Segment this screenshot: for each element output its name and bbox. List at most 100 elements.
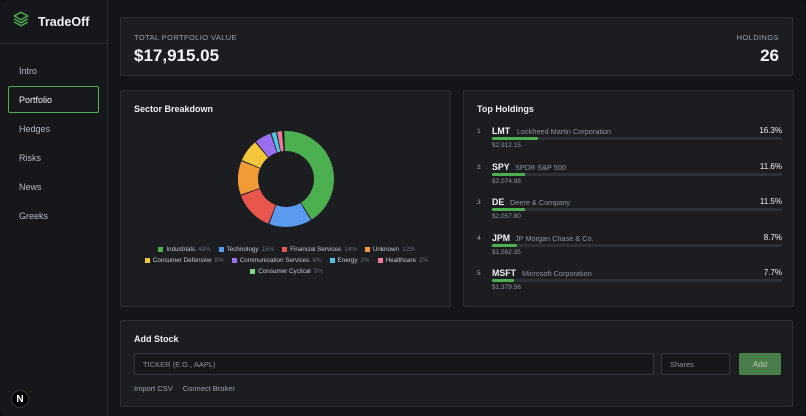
holding-name: Microsoft Corporation	[522, 269, 592, 278]
holding-name: SPDR S&P 500	[515, 162, 566, 172]
donut-slice-financial-services[interactable]	[241, 188, 276, 224]
holding-ticker: SPY	[492, 161, 510, 172]
sidebar-item-portfolio[interactable]: Portfolio	[8, 86, 99, 113]
total-value: $17,915.05	[134, 46, 220, 65]
sector-donut-chart[interactable]	[236, 129, 336, 229]
legend-pct: 6%	[312, 257, 322, 264]
holding-row[interactable]: 3 DE Deere & Company 11.5% $2,057.80	[477, 197, 782, 233]
legend-swatch	[377, 258, 383, 263]
donut-slice-energy[interactable]	[271, 132, 281, 153]
sector-breakdown-title: Sector Breakdown	[134, 104, 214, 114]
holding-weight-bar	[492, 172, 782, 176]
donut-slice-healthcare[interactable]	[277, 131, 284, 152]
legend-item-technology[interactable]: Technology 15%	[218, 246, 275, 253]
holding-weight-fill	[492, 172, 526, 176]
holding-rank: 2	[477, 163, 481, 171]
legend-pct: 12%	[402, 246, 415, 253]
legend-pct: 15%	[261, 246, 275, 253]
legend-swatch	[218, 247, 224, 252]
legend-item-industrials[interactable]: Industrials 43%	[158, 246, 211, 253]
sidebar-item-intro[interactable]: Intro	[19, 65, 38, 76]
add-stock-title: Add Stock	[134, 334, 179, 344]
import-links: Import CSV Connect Broker	[134, 384, 235, 393]
holding-weight: 11.5%	[759, 197, 782, 206]
legend-swatch	[158, 247, 164, 252]
holding-rank: 1	[477, 128, 481, 135]
legend-item-energy[interactable]: Energy 2%	[329, 257, 370, 264]
donut-slice-technology[interactable]	[269, 203, 311, 227]
sidebar-item-risks[interactable]: Risks	[19, 152, 41, 163]
n-logo-badge[interactable]: N	[11, 390, 29, 408]
holding-value: $1,379.58	[492, 284, 521, 291]
holding-weight: 7.7%	[763, 268, 782, 277]
legend-label: Financial Services	[290, 246, 342, 253]
import-csv-link[interactable]: Import CSV	[134, 384, 173, 393]
portfolio-summary-panel: TOTAL PORTFOLIO VALUE $17,915.05 HOLDING…	[120, 17, 793, 76]
holding-row[interactable]: 4 JPM JP Morgan Chase & Co. 8.7% $1,562.…	[477, 233, 782, 269]
holding-value: $2,057.80	[492, 213, 521, 220]
holding-weight-fill	[492, 208, 525, 211]
holding-weight-fill	[492, 279, 514, 282]
connect-broker-link[interactable]: Connect Broker	[182, 384, 235, 393]
donut-slice-communication-services[interactable]	[255, 133, 277, 158]
holding-weight: 11.6%	[759, 161, 782, 171]
legend-swatch	[144, 258, 150, 263]
holding-row[interactable]: 5 MSFT Microsoft Corporation 7.7% $1,379…	[477, 268, 782, 304]
sidebar-nav: Intro Portfolio Hedges Risks News Greeks	[8, 57, 99, 231]
legend-swatch	[364, 247, 370, 252]
sidebar-item-news[interactable]: News	[19, 181, 42, 192]
legend-label: Technology	[226, 246, 259, 253]
holding-weight-fill	[492, 137, 539, 140]
sidebar-item-greeks[interactable]: Greeks	[19, 210, 49, 221]
donut-slice-consumer-defensive[interactable]	[241, 142, 268, 168]
holding-weight-bar	[492, 279, 782, 282]
holding-ticker: LMT	[492, 126, 511, 136]
top-holdings-title: Top Holdings	[477, 104, 534, 114]
sidebar-item-hedges[interactable]: Hedges	[19, 123, 51, 134]
holding-weight: 8.7%	[763, 232, 782, 242]
legend-label: Consumer Defensive	[152, 257, 212, 264]
add-stock-panel: Add Stock Add Import CSV Connect Broker	[120, 320, 793, 407]
total-value-label: TOTAL PORTFOLIO VALUE	[134, 33, 238, 42]
donut-slice-unknown[interactable]	[238, 161, 260, 195]
holding-weight-bar	[492, 243, 782, 247]
holding-rank: 4	[477, 234, 481, 242]
ticker-input[interactable]	[134, 353, 654, 375]
legend-item-financial-services[interactable]: Financial Services 14%	[282, 246, 357, 253]
legend-swatch	[282, 247, 288, 252]
holding-ticker: DE	[492, 197, 505, 207]
holding-name: Deere & Company	[510, 198, 571, 207]
holding-value: $1,562.35	[492, 248, 521, 256]
legend-label: Industrials	[166, 246, 196, 253]
donut-slice-industrials[interactable]	[284, 131, 334, 220]
holding-name: Lockheed Martin Corporation	[517, 127, 612, 136]
legend-item-consumer-defensive[interactable]: Consumer Defensive 8%	[144, 257, 224, 264]
legend-pct: 43%	[198, 246, 211, 253]
holding-value: $2,074.98	[492, 177, 521, 185]
holding-row[interactable]: 1 LMT Lockheed Martin Corporation 16.3% …	[477, 126, 782, 162]
holdings-list: 1 LMT Lockheed Martin Corporation 16.3% …	[477, 126, 782, 304]
holdings-count-label: HOLDINGS	[736, 33, 779, 42]
holding-weight: 16.3%	[759, 126, 782, 135]
shares-input[interactable]	[661, 353, 730, 375]
legend-label: Energy	[337, 257, 358, 264]
holding-name: JP Morgan Chase & Co.	[515, 233, 594, 243]
legend-item-communication-services[interactable]: Communication Services 6%	[231, 257, 322, 264]
app-name: TradeOff	[38, 14, 90, 29]
holding-row[interactable]: 2 SPY SPDR S&P 500 11.6% $2,074.98	[477, 162, 782, 198]
legend-label: Unknown	[372, 246, 400, 253]
legend-item-consumer-cyclical[interactable]: Consumer Cyclical 0%	[250, 268, 323, 275]
legend-swatch	[250, 269, 256, 274]
legend-swatch	[231, 258, 237, 263]
brand[interactable]: TradeOff	[0, 0, 108, 44]
legend-item-unknown[interactable]: Unknown 12%	[364, 246, 415, 253]
holding-ticker: JPM	[492, 232, 511, 243]
holding-ticker: MSFT	[492, 268, 516, 278]
legend-item-healthcare[interactable]: Healthcare 2%	[377, 257, 428, 264]
holding-weight-bar	[492, 137, 782, 140]
legend-swatch	[329, 258, 335, 263]
add-stock-button[interactable]: Add	[739, 353, 781, 375]
layers-logo-icon	[12, 10, 30, 33]
legend-label: Healthcare	[385, 257, 417, 264]
